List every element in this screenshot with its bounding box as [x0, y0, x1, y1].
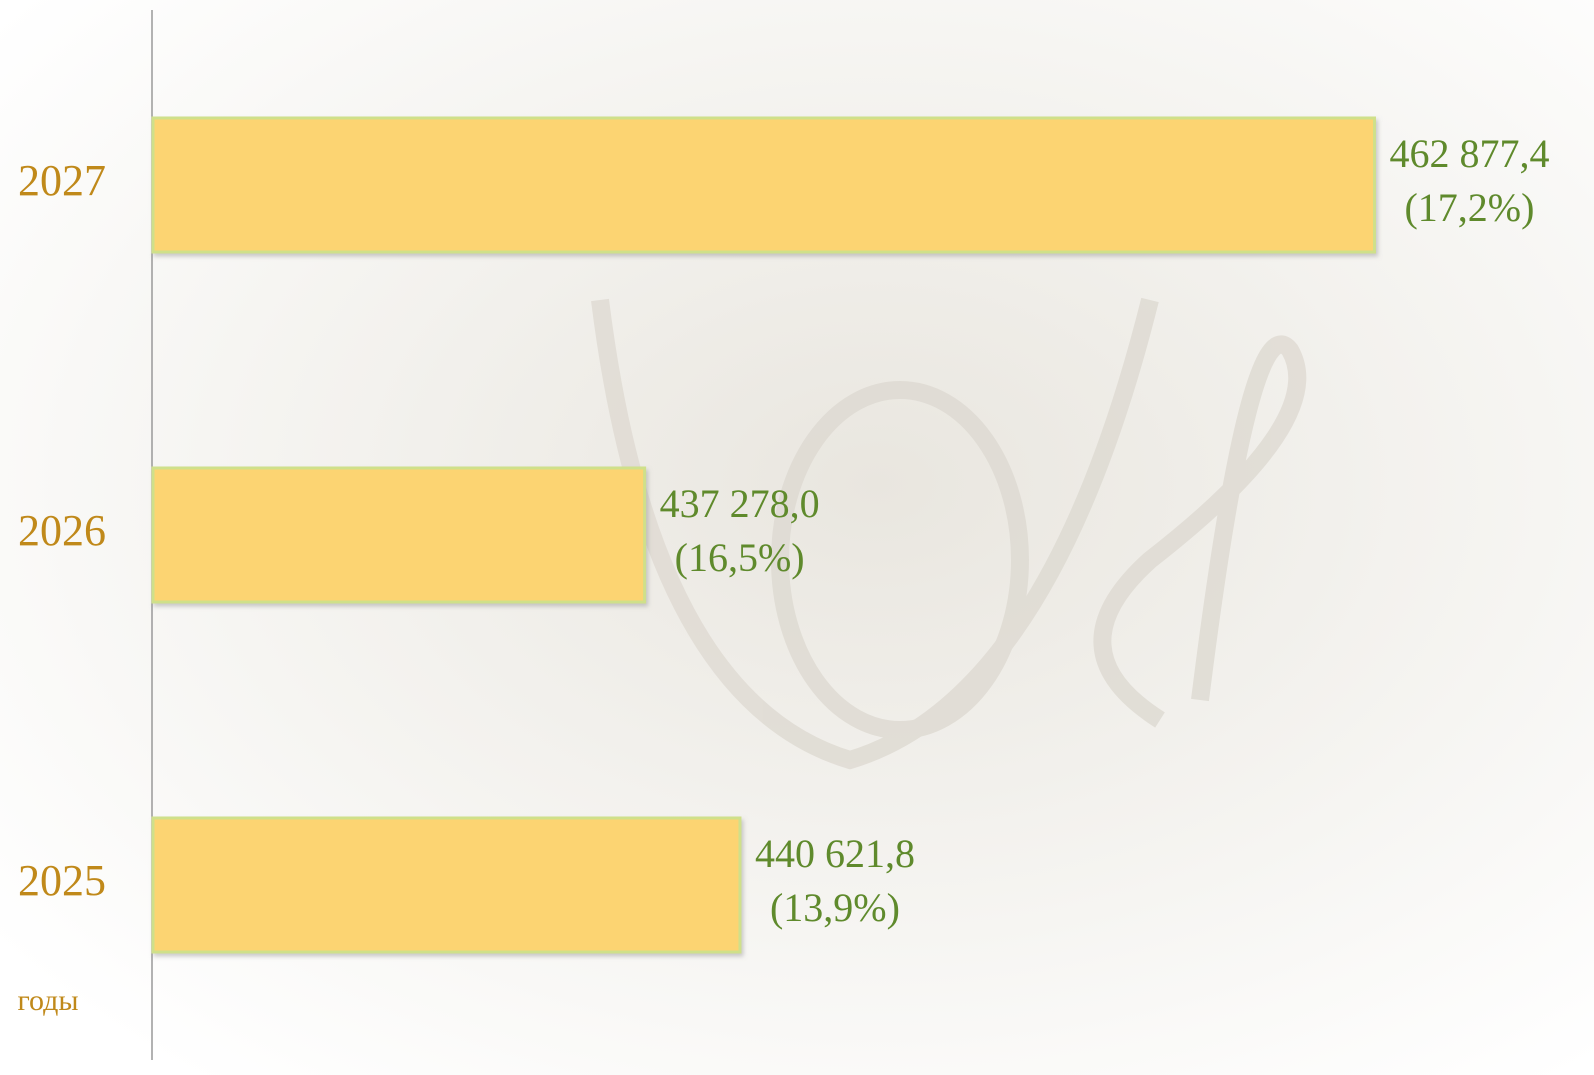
share-label: (17,2%) — [1404, 185, 1534, 230]
share-label: (16,5%) — [675, 535, 805, 580]
value-label: 440 621,8 — [755, 831, 915, 876]
y-tick-label: 2026 — [18, 506, 106, 555]
value-label: 462 877,4 — [1389, 131, 1549, 176]
page: {"chart_data": {"type": "barh", "categor… — [0, 0, 1594, 1075]
y-tick-label: 2027 — [18, 156, 106, 205]
bar — [153, 118, 1374, 252]
bar — [153, 468, 645, 602]
bar — [153, 818, 740, 952]
y-tick-label: 2025 — [18, 856, 106, 905]
chart: годы 2025 440 621,8 (13,9%) 2026 437 278,0 (1… — [0, 0, 1594, 1075]
share-label: (13,9%) — [770, 885, 900, 930]
value-label: 437 278,0 — [660, 481, 820, 526]
y-axis-label: годы — [17, 984, 78, 1017]
